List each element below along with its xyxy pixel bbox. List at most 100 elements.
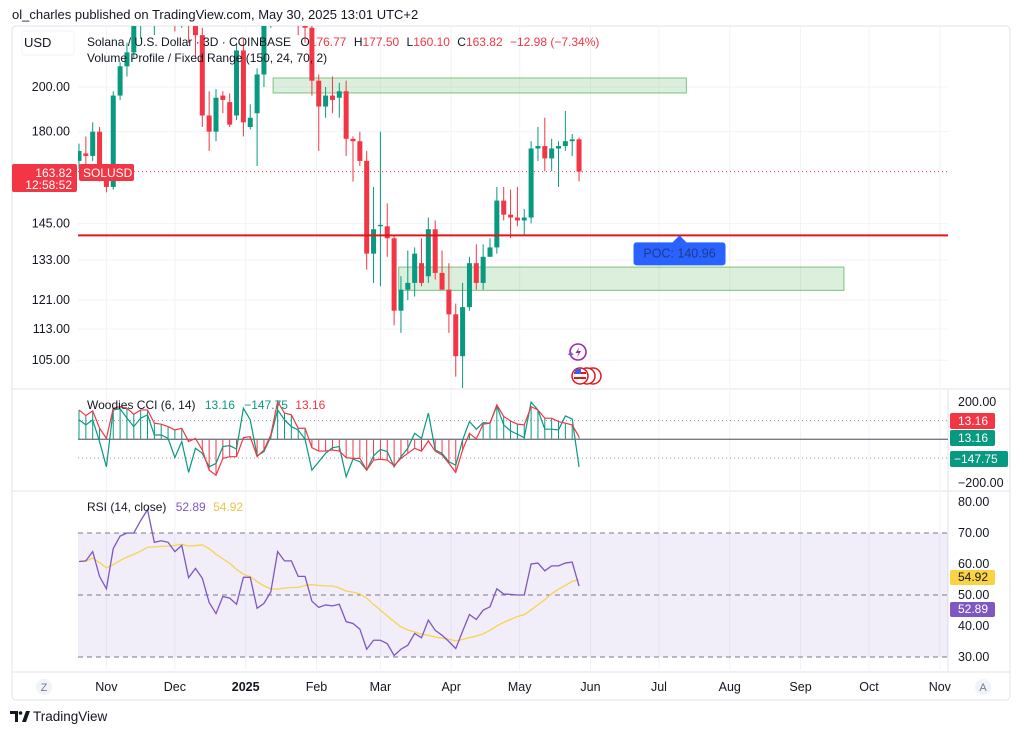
candle[interactable] xyxy=(364,150,370,270)
rsi-pane[interactable] xyxy=(78,508,948,658)
candle[interactable] xyxy=(227,93,233,127)
candle[interactable] xyxy=(419,238,424,287)
candle[interactable] xyxy=(528,141,534,224)
candle[interactable] xyxy=(206,91,212,151)
candle-body xyxy=(282,0,287,1)
candle[interactable] xyxy=(220,91,226,114)
candle[interactable] xyxy=(398,276,404,333)
candle[interactable] xyxy=(501,186,507,221)
candle[interactable] xyxy=(391,235,397,326)
symbol-tag xyxy=(79,164,134,181)
candle[interactable] xyxy=(117,62,123,100)
candle[interactable] xyxy=(446,263,452,333)
zoom-reset-button[interactable] xyxy=(36,679,52,695)
lightning-news-icon[interactable] xyxy=(567,343,587,361)
candle[interactable] xyxy=(261,13,267,87)
candle-body xyxy=(562,141,568,147)
candle-body xyxy=(371,229,377,254)
candle[interactable] xyxy=(439,250,445,290)
candle[interactable] xyxy=(377,131,383,287)
candle[interactable] xyxy=(542,117,548,172)
volume-profile-legend[interactable]: Volume Profile / Fixed Range (150, 24, 7… xyxy=(87,51,327,65)
candle[interactable] xyxy=(343,80,349,156)
open-value: 176.77 xyxy=(310,35,347,49)
candle[interactable] xyxy=(316,74,322,151)
candle[interactable] xyxy=(576,137,582,182)
candle[interactable] xyxy=(466,256,472,311)
candle[interactable] xyxy=(199,27,205,127)
candle[interactable] xyxy=(247,104,253,130)
candle[interactable] xyxy=(549,138,555,172)
currency-button[interactable] xyxy=(21,30,75,56)
time-axis-label: Mar xyxy=(370,680,392,694)
candle[interactable] xyxy=(487,238,493,257)
candle[interactable] xyxy=(494,186,500,254)
auto-scale-button[interactable] xyxy=(975,679,991,695)
candle[interactable] xyxy=(83,136,89,167)
candle[interactable] xyxy=(521,208,527,236)
candle[interactable] xyxy=(508,189,514,239)
us-flag-events-icon[interactable] xyxy=(571,367,602,385)
candle[interactable] xyxy=(556,141,561,187)
candle[interactable] xyxy=(336,82,342,118)
candle[interactable] xyxy=(275,0,280,3)
candle[interactable] xyxy=(562,110,568,151)
rsi-axis[interactable]: 80.00 70.00 60.00 50.00 40.00 30.00 xyxy=(958,495,989,664)
candle[interactable] xyxy=(514,186,520,227)
chart-frame xyxy=(11,25,1011,701)
cci-legend[interactable]: Woodies CCI (6, 14) 13.16 −147.75 13.16 xyxy=(87,398,326,412)
candle[interactable] xyxy=(213,89,219,142)
candle-body xyxy=(131,26,137,53)
candle[interactable] xyxy=(90,122,96,161)
main-pane[interactable] xyxy=(77,0,949,394)
candle[interactable] xyxy=(460,282,466,394)
candle[interactable] xyxy=(480,244,486,290)
candle[interactable] xyxy=(453,303,459,377)
candle[interactable] xyxy=(350,136,356,182)
candle[interactable] xyxy=(405,250,411,301)
candle[interactable] xyxy=(77,143,82,169)
candle[interactable] xyxy=(296,0,301,36)
candle[interactable] xyxy=(309,20,315,96)
candle-body xyxy=(247,117,253,127)
cci-tag-text: 13.16 xyxy=(958,414,988,428)
time-axis[interactable]: Nov Dec 2025 Feb Mar Apr May Jun Jul Aug Sep Oct Nov xyxy=(95,680,951,694)
candle[interactable] xyxy=(240,38,246,137)
candle[interactable] xyxy=(357,131,363,167)
publish-info: ol_charles published on TradingView.com,… xyxy=(12,7,418,22)
candle-body xyxy=(569,139,575,142)
volume-zone[interactable] xyxy=(272,77,687,94)
candle[interactable] xyxy=(282,0,287,1)
candle[interactable] xyxy=(138,0,143,39)
candle[interactable] xyxy=(186,0,191,43)
candle[interactable] xyxy=(234,42,240,121)
candle[interactable] xyxy=(569,134,575,156)
symbol-legend[interactable]: Solana / U.S. Dollar · 3D · COINBASE O17… xyxy=(87,35,599,49)
rsi-title: RSI (14, close) xyxy=(87,500,166,514)
candle-body xyxy=(528,148,534,218)
volume-zone[interactable] xyxy=(398,266,845,291)
candle[interactable] xyxy=(159,0,164,6)
candle[interactable] xyxy=(302,0,308,43)
candle[interactable] xyxy=(473,244,479,290)
candle[interactable] xyxy=(192,10,198,57)
candle[interactable] xyxy=(131,17,137,59)
cci-pane[interactable] xyxy=(78,399,948,479)
candle-body xyxy=(220,95,226,100)
candle[interactable] xyxy=(535,126,541,161)
candle-body xyxy=(90,131,96,156)
candle[interactable] xyxy=(329,76,335,114)
candle[interactable] xyxy=(412,247,418,297)
candle[interactable] xyxy=(384,203,390,257)
candle-body xyxy=(377,224,383,227)
poc-label[interactable]: POC: 140.96 xyxy=(633,235,726,266)
price-axis-tick: 145.00 xyxy=(32,216,70,230)
rsi-legend[interactable]: RSI (14, close) 52.89 54.92 xyxy=(87,500,243,514)
price-axis[interactable]: 200.00 180.00 145.00 133.00 121.00 113.00 105.… xyxy=(32,80,70,367)
candle[interactable] xyxy=(254,68,260,167)
candle[interactable] xyxy=(323,87,329,118)
candle[interactable] xyxy=(432,220,438,280)
candle[interactable] xyxy=(425,217,431,283)
candle[interactable] xyxy=(124,42,130,77)
